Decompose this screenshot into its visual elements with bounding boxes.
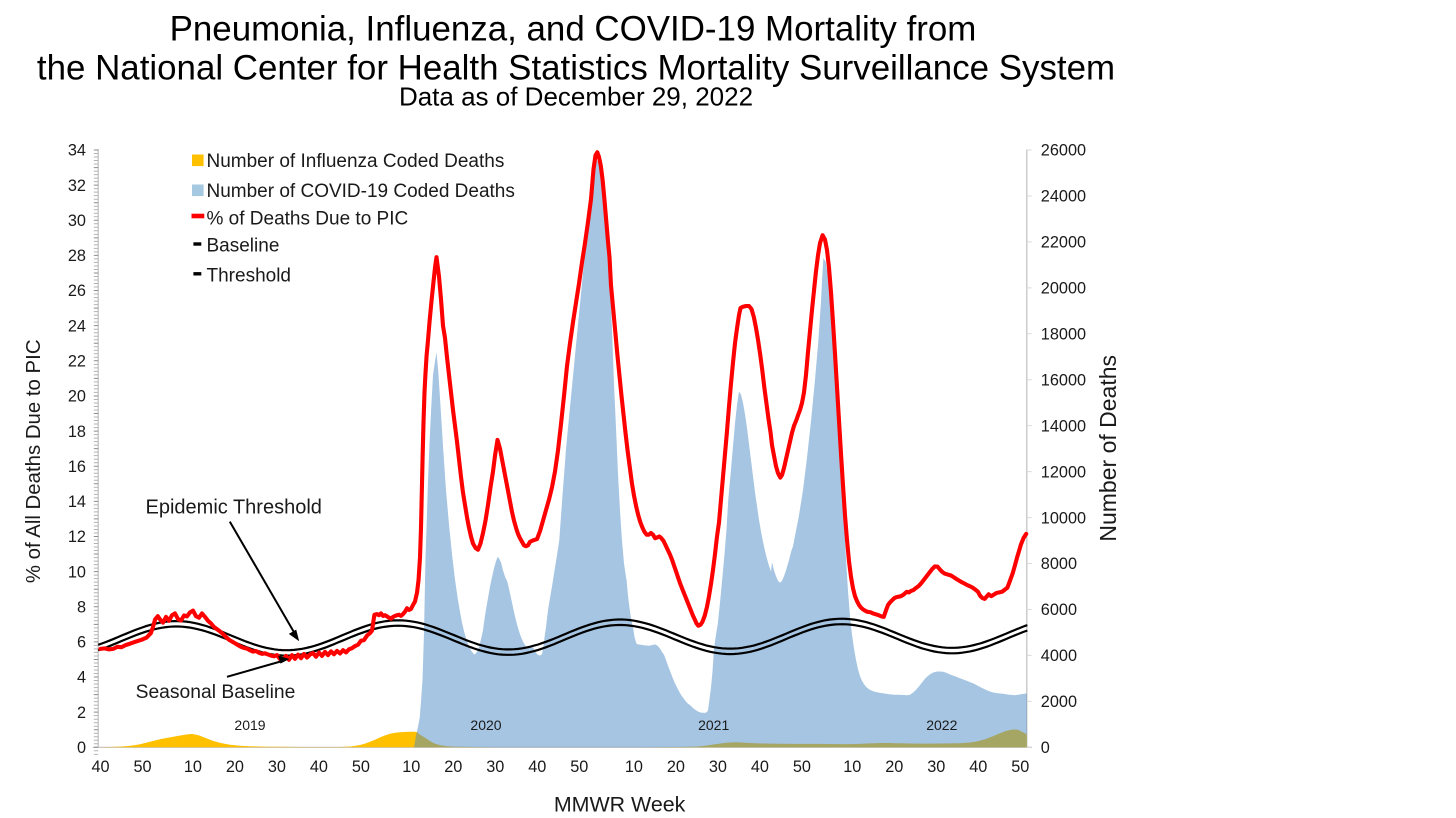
svg-text:Data as of December 29, 2022: Data as of December 29, 2022 (399, 81, 753, 111)
svg-text:20: 20 (667, 758, 685, 776)
svg-text:Pneumonia, Influenza, and COVI: Pneumonia, Influenza, and COVID-19 Morta… (170, 10, 977, 49)
svg-text:8000: 8000 (1041, 555, 1077, 573)
svg-text:12000: 12000 (1041, 463, 1086, 481)
svg-text:50: 50 (793, 758, 811, 776)
svg-text:22000: 22000 (1041, 234, 1086, 252)
svg-text:10: 10 (68, 563, 86, 581)
svg-text:40: 40 (751, 758, 769, 776)
svg-text:2019: 2019 (234, 717, 265, 733)
svg-text:4000: 4000 (1041, 647, 1077, 665)
svg-text:32: 32 (68, 177, 86, 195)
svg-text:18000: 18000 (1041, 326, 1086, 344)
svg-text:2022: 2022 (926, 717, 957, 733)
svg-text:30: 30 (486, 758, 504, 776)
svg-text:Baseline: Baseline (207, 236, 280, 257)
svg-text:2000: 2000 (1041, 693, 1077, 711)
svg-text:20: 20 (885, 758, 903, 776)
svg-text:% of Deaths Due to PIC: % of Deaths Due to PIC (207, 208, 409, 229)
svg-text:Seasonal Baseline: Seasonal Baseline (136, 682, 296, 703)
svg-text:34: 34 (68, 142, 86, 160)
svg-text:20: 20 (226, 758, 244, 776)
svg-text:10000: 10000 (1041, 509, 1086, 527)
svg-text:40: 40 (528, 758, 546, 776)
svg-text:30: 30 (927, 758, 945, 776)
svg-text:Number of Influenza Coded Deat: Number of Influenza Coded Deaths (207, 151, 505, 172)
svg-text:30: 30 (268, 758, 286, 776)
svg-text:50: 50 (1011, 758, 1029, 776)
svg-text:10: 10 (184, 758, 202, 776)
svg-text:2021: 2021 (698, 717, 729, 733)
svg-text:12: 12 (68, 528, 86, 546)
svg-text:24000: 24000 (1041, 188, 1086, 206)
svg-text:MMWR Week: MMWR Week (554, 793, 686, 817)
svg-text:0: 0 (1041, 739, 1050, 757)
svg-text:18: 18 (68, 423, 86, 441)
svg-text:30: 30 (68, 212, 86, 230)
svg-text:40: 40 (91, 758, 109, 776)
svg-text:40: 40 (310, 758, 328, 776)
svg-text:20000: 20000 (1041, 280, 1086, 298)
svg-text:24: 24 (68, 317, 86, 335)
svg-text:28: 28 (68, 247, 86, 265)
svg-text:6: 6 (77, 634, 86, 652)
svg-text:22: 22 (68, 353, 86, 371)
svg-text:20: 20 (68, 388, 86, 406)
svg-text:50: 50 (570, 758, 588, 776)
svg-text:Epidemic Threshold: Epidemic Threshold (146, 497, 322, 519)
svg-text:% of All Deaths Due to PIC: % of All Deaths Due to PIC (23, 339, 45, 583)
svg-text:10: 10 (625, 758, 643, 776)
svg-text:16000: 16000 (1041, 371, 1086, 389)
svg-text:26: 26 (68, 282, 86, 300)
svg-text:16: 16 (68, 458, 86, 476)
svg-text:Threshold: Threshold (207, 266, 292, 287)
svg-text:4: 4 (77, 669, 86, 687)
svg-text:30: 30 (709, 758, 727, 776)
svg-text:Number of COVID-19 Coded Death: Number of COVID-19 Coded Deaths (207, 181, 515, 202)
svg-text:8: 8 (77, 599, 86, 617)
svg-text:14000: 14000 (1041, 417, 1086, 435)
svg-text:0: 0 (77, 739, 86, 757)
svg-text:50: 50 (133, 758, 151, 776)
svg-text:2: 2 (77, 704, 86, 722)
svg-text:the National Center for Health: the National Center for Health Statistic… (37, 48, 1115, 87)
svg-text:50: 50 (352, 758, 370, 776)
svg-text:20: 20 (444, 758, 462, 776)
svg-text:10: 10 (843, 758, 861, 776)
svg-text:6000: 6000 (1041, 601, 1077, 619)
svg-text:14: 14 (68, 493, 86, 511)
svg-text:Number of Deaths: Number of Deaths (1095, 355, 1121, 542)
svg-text:2020: 2020 (470, 717, 501, 733)
svg-text:40: 40 (969, 758, 987, 776)
svg-text:10: 10 (402, 758, 420, 776)
svg-text:26000: 26000 (1041, 142, 1086, 160)
